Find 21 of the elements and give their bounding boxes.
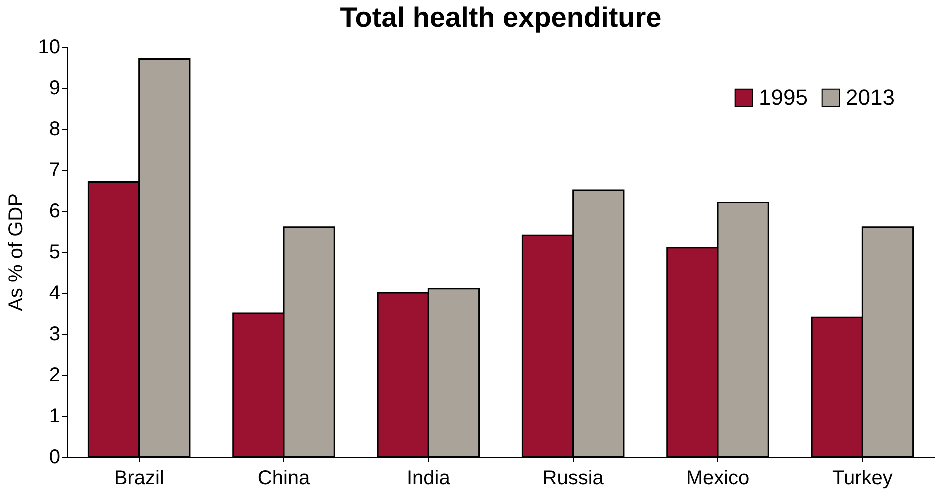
x-tick-label: Russia [542, 468, 605, 490]
legend-label: 1995 [759, 85, 808, 110]
chart-title: Total health expenditure [340, 2, 662, 33]
y-tick-label: 0 [49, 446, 60, 468]
x-tick-label: Mexico [686, 468, 750, 490]
x-tick-label: Brazil [114, 468, 164, 490]
y-tick-label: 5 [49, 242, 60, 264]
x-tick-label: India [406, 468, 452, 490]
y-tick-label: 4 [49, 282, 60, 304]
y-tick-label: 9 [49, 78, 60, 100]
y-tick-label: 7 [49, 160, 60, 182]
y-tick-label: 2 [49, 364, 60, 386]
y-tick-label: 8 [49, 118, 60, 140]
y-axis-title: As % of GDP [5, 194, 28, 312]
y-tick-label: 10 [38, 36, 60, 58]
y-tick-label: 1 [49, 406, 60, 428]
x-tick-label: China [258, 468, 311, 490]
x-tick-label: Turkey [832, 468, 893, 490]
legend-label: 2013 [846, 85, 895, 110]
y-tick-label: 3 [49, 324, 60, 346]
y-tick-label: 6 [49, 200, 60, 222]
